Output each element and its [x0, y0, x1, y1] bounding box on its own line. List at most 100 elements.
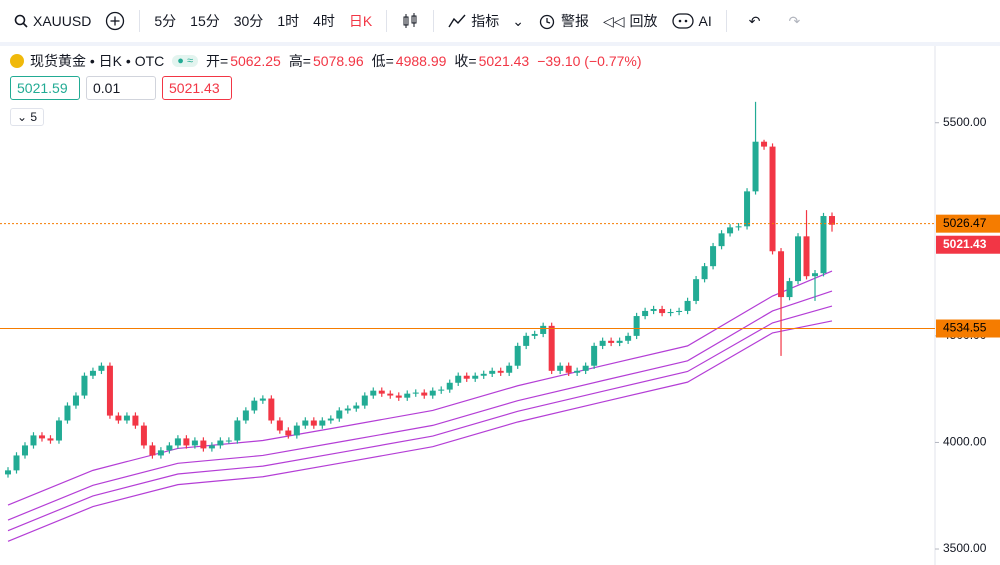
candle-body	[276, 420, 283, 431]
candle-body	[5, 470, 11, 475]
candle-body	[234, 420, 241, 441]
candle-body	[710, 246, 717, 267]
alerts-label: 警报	[560, 13, 589, 29]
candle-body	[157, 450, 164, 456]
candle-body	[472, 375, 479, 379]
candle-body	[616, 340, 623, 343]
replay-icon: ◁◁	[602, 12, 625, 29]
sell-price[interactable]: 5021.59	[10, 76, 80, 100]
buy-price[interactable]: 5021.43	[162, 76, 232, 100]
chart-type[interactable]	[401, 12, 419, 30]
candle-body	[829, 216, 835, 225]
candle-body	[293, 425, 300, 436]
interval[interactable]: 日K	[348, 13, 373, 29]
candle-body	[319, 420, 326, 426]
redo-button[interactable]: ↷	[788, 12, 801, 29]
candle-body	[438, 389, 445, 391]
candle-body	[98, 365, 105, 371]
candle-body	[268, 398, 275, 421]
interval[interactable]: 5分	[154, 13, 177, 29]
interval[interactable]: 4时	[313, 13, 335, 29]
indicator-toggle[interactable]: ⌄ 5	[10, 108, 45, 126]
candle-body	[752, 141, 759, 192]
candle-body	[13, 455, 20, 471]
band-line	[7, 305, 833, 532]
candle-body	[370, 390, 377, 396]
candle-body	[106, 365, 113, 416]
chevron: ⌄	[512, 12, 524, 29]
separator	[386, 10, 388, 32]
candle-body	[693, 279, 700, 301]
candle-body	[21, 445, 28, 456]
interval[interactable]: 1时	[277, 13, 300, 29]
low-value: 4988.99	[395, 53, 447, 69]
candle-body	[514, 345, 521, 366]
y-tick-label: 5500.00	[943, 115, 987, 129]
undo-button[interactable]: ↶	[748, 12, 761, 29]
interval[interactable]: 15分	[190, 13, 220, 29]
candle-body	[523, 335, 530, 346]
price-label-bg	[936, 319, 1000, 338]
candle-body	[421, 392, 428, 396]
quantity[interactable]: 0.01	[86, 76, 156, 100]
candle-body	[327, 418, 334, 421]
candle-body	[667, 312, 674, 314]
band-line	[7, 290, 833, 521]
indicator-count: 5	[30, 110, 38, 124]
open-value: 5062.25	[230, 53, 281, 69]
candle-body	[149, 445, 156, 456]
change-value: −39.10 (−0.77%)	[537, 53, 642, 69]
indicators-label: 指标	[471, 13, 500, 29]
candle-body	[361, 395, 368, 406]
symbol-search[interactable]: XAUUSD	[14, 13, 91, 29]
candle-body	[344, 408, 351, 411]
toolbar: XAUUSD 5分 15分 30分 1时 4时 日K 指标 ⌄ 警报 ◁◁ 回放 AI ↶ ↷	[0, 0, 1000, 46]
candle-body	[795, 236, 802, 282]
close-label: 收=	[454, 53, 477, 69]
candle-body	[557, 365, 564, 371]
y-tick-label: 3500.00	[943, 541, 987, 555]
candle-body	[574, 370, 581, 373]
low-label: 低=	[371, 53, 394, 69]
candle-body	[353, 405, 360, 409]
candle-body	[429, 390, 436, 396]
candle-body	[378, 390, 385, 394]
candle-icon	[403, 13, 417, 28]
ai-button[interactable]: AI	[671, 12, 712, 30]
last-price-bg	[936, 235, 1000, 254]
candle-body	[506, 365, 513, 373]
candle-body	[225, 440, 232, 442]
candle-body	[735, 226, 742, 228]
indicators-button[interactable]: 指标 ⌄	[448, 11, 524, 31]
candle-body	[302, 420, 309, 426]
add-symbol[interactable]	[105, 11, 125, 31]
candle-body	[582, 365, 589, 371]
candle-body	[55, 420, 62, 441]
price-axis	[935, 46, 1000, 565]
candle-body	[72, 395, 79, 406]
interval[interactable]: 30分	[233, 13, 264, 29]
candle-body	[786, 281, 793, 298]
replay-button[interactable]: ◁◁ 回放	[603, 11, 658, 31]
candle-body	[633, 316, 640, 336]
candle-body	[820, 216, 827, 274]
candle-body	[132, 415, 139, 426]
separator	[725, 10, 727, 32]
alerts-button[interactable]: 警报	[538, 11, 589, 31]
close-value: 5021.43	[478, 53, 530, 69]
last-price-label: 5021.43	[943, 237, 987, 251]
candle-body	[123, 415, 130, 421]
candle-body	[387, 393, 394, 396]
candle-body	[200, 440, 207, 449]
candle-body	[803, 236, 810, 277]
price-label: 4534.55	[943, 321, 987, 335]
separator	[139, 10, 141, 32]
candle-body	[174, 438, 181, 446]
candle-body	[183, 438, 190, 446]
candle-body	[701, 266, 708, 280]
candle-body	[718, 233, 725, 247]
candle-body	[285, 430, 292, 436]
candle-body	[446, 382, 453, 390]
candle-body	[812, 273, 819, 277]
candle-body	[89, 370, 96, 376]
